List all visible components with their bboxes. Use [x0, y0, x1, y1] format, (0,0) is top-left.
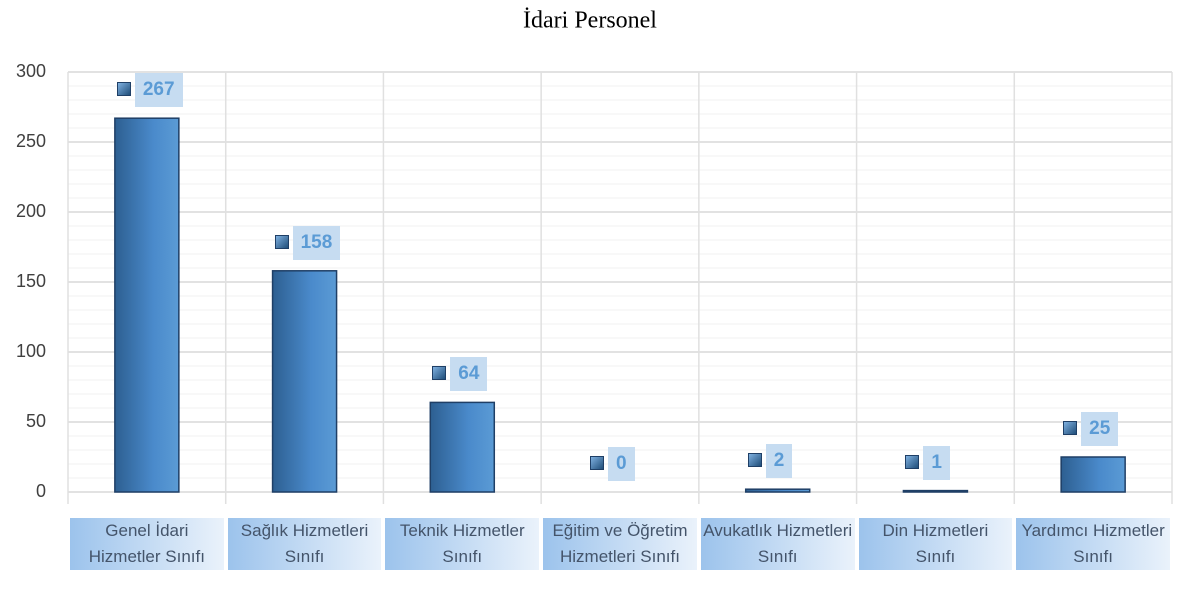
data-label: 64 [450, 357, 488, 392]
x-tick-label: Eğitim ve Öğretim Hizmetleri Sınıfı [543, 518, 697, 570]
data-label-marker [747, 453, 762, 468]
bar [902, 489, 969, 493]
data-label: 25 [1081, 412, 1119, 446]
x-tick-label: Sağlık Hizmetleri Sınıfı [227, 518, 382, 570]
bar [114, 117, 180, 493]
chart-title: İdari Personel [523, 8, 657, 34]
bar [744, 488, 811, 493]
y-tick-label: 0 [36, 481, 46, 501]
x-tick-label: Teknik Hizmetler Sınıfı [385, 518, 540, 570]
x-tick-label: Genel İdari Hizmetler Sınıfı [70, 518, 224, 570]
bar [271, 270, 338, 493]
data-label: 2 [765, 444, 793, 479]
x-tick-label: Yardımcı Hizmetler Sınıfı [1016, 518, 1170, 570]
data-label-marker [1063, 421, 1078, 435]
y-tick-label: 200 [16, 201, 46, 221]
data-label: 0 [608, 447, 635, 481]
data-label-marker [905, 454, 920, 469]
data-label-marker [590, 456, 604, 470]
bar [429, 401, 496, 493]
x-tick-label: Din Hizmetleri Sınıfı [858, 518, 1013, 570]
bar [1060, 456, 1126, 493]
data-label: 158 [292, 225, 341, 260]
y-tick-label: 100 [16, 341, 46, 361]
data-label: 1 [923, 445, 950, 480]
x-tick-label: Avukatlık Hizmetleri Sınıfı [700, 518, 855, 570]
data-label: 267 [134, 73, 183, 108]
y-tick-label: 250 [16, 131, 46, 151]
data-label-marker [116, 82, 131, 97]
y-tick-label: 150 [16, 271, 46, 291]
data-label-marker [274, 234, 289, 249]
data-label-marker [432, 366, 447, 381]
y-tick-label: 50 [26, 411, 46, 431]
y-tick-label: 300 [16, 61, 46, 81]
